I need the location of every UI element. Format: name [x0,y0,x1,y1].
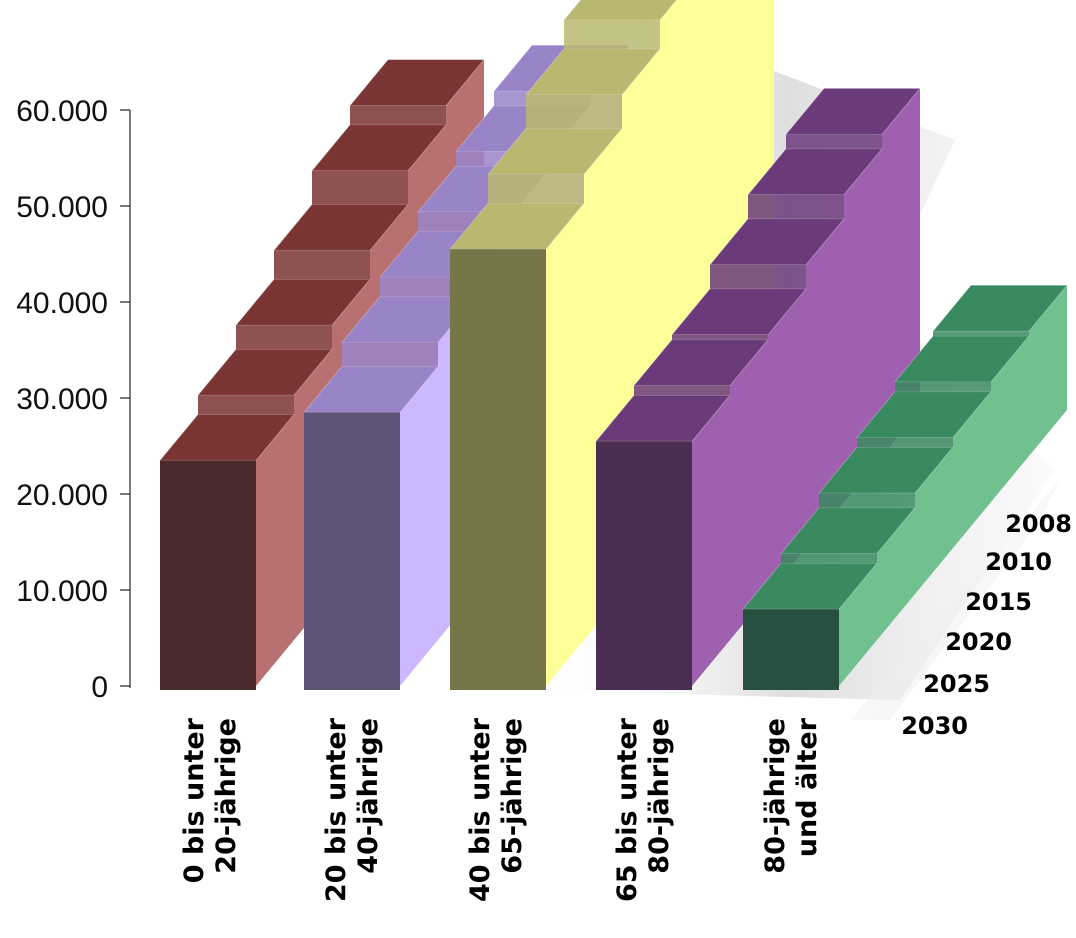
bar-front-face [743,609,839,690]
bar-step-riser [526,94,622,129]
category-label: 65 bis unter80-jährige [612,717,675,902]
bar-step-riser [634,385,730,396]
bar-step-riser [274,250,370,280]
bar-stack-4 [594,87,922,690]
bar-step-riser [672,334,768,340]
category-label: 40 bis unter65-jährige [465,717,528,902]
bar-step-riser [781,553,877,564]
series-label-2030: 2030 [901,712,968,740]
y-tick-label: 60.000 [16,95,108,128]
bar-step-riser [342,342,438,367]
bar-stack-5 [741,284,1069,690]
y-tick-label: 50.000 [16,191,108,224]
series-label-2025: 2025 [923,670,990,698]
bar-front-face [304,412,400,690]
bar-step-riser [786,134,882,149]
category-label: 0 bis unter20-jährige [179,717,242,883]
bar-step-riser [819,493,915,508]
bar-side-face [692,88,920,686]
bars [158,0,1069,690]
bar-side-face [839,285,1067,686]
y-tick-label: 10.000 [16,575,108,608]
bar-step-riser [488,174,584,204]
bar-step-riser [748,194,844,219]
bar-step-riser [312,170,408,205]
bar-step-riser [350,105,446,125]
bar-step-riser [198,395,294,415]
bar-front-face [596,441,692,690]
series-label-2015: 2015 [965,588,1032,616]
bar-front-face [450,249,546,690]
bar-front-face [160,460,256,690]
y-tick-label: 40.000 [16,287,108,320]
y-tick-label: 30.000 [16,383,108,416]
series-label-2010: 2010 [985,548,1052,576]
y-tick-label: 0 [91,671,108,704]
y-tick-label: 20.000 [16,479,108,512]
series-labels: 2008 2010 2015 2020 2025 2030 [901,510,1072,740]
series-label-2008: 2008 [1005,510,1072,538]
bar-step-riser [710,264,806,289]
bar-step-riser [564,20,660,49]
bar-step-riser [933,331,1029,336]
bar-step-riser [236,325,332,350]
category-label: 20 bis unter40-jährige [321,717,384,902]
bar-step-riser [857,437,953,448]
backdrop-floor [850,480,1060,720]
bar-step-riser [895,382,991,392]
category-labels: 0 bis unter20-jährige 20 bis unter40-jähr… [179,717,823,902]
series-label-2020: 2020 [945,628,1012,656]
y-axis: 0 10.000 20.000 30.000 40.000 50.000 60.000 [16,95,131,704]
category-label: 80-jährigeund älter [760,717,823,873]
